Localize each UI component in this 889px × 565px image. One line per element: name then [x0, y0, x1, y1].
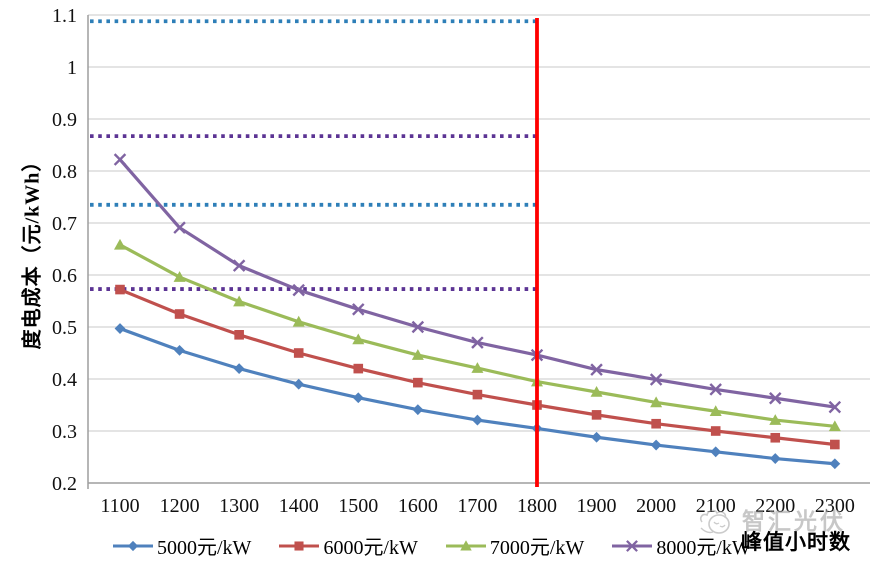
series-7000元/kW [114, 238, 841, 432]
x-marker [173, 221, 186, 234]
triangle-marker [292, 315, 305, 327]
square-marker [294, 540, 304, 551]
y-tick-label: 0.5 [52, 317, 77, 339]
x-marker [411, 320, 425, 334]
triangle-marker [352, 333, 365, 345]
legend-marker-icon [279, 540, 320, 551]
triangle-marker [471, 362, 484, 373]
x-tick-label: 1300 [219, 495, 259, 517]
x-marker [828, 400, 842, 414]
square-marker [115, 284, 125, 295]
x-marker [626, 539, 639, 552]
diamond-marker [114, 323, 126, 334]
diamond-marker [472, 414, 483, 426]
x-tick-label: 1100 [100, 495, 139, 517]
diamond-marker [412, 404, 424, 416]
y-tick-label: 0.2 [52, 473, 77, 495]
legend-item-7000元/kW: 7000元/kW [445, 531, 584, 560]
y-tick-label: 0.6 [52, 265, 77, 287]
x-marker [352, 303, 365, 316]
x-marker [709, 383, 722, 396]
square-marker [710, 426, 721, 436]
chart-legend: 5000元/kW 6000元/kW 7000元/kW 8000元/kW [112, 531, 751, 560]
diamond-marker [127, 540, 139, 551]
diamond-marker [233, 363, 245, 374]
diamond-marker [591, 431, 602, 443]
x-tick-label: 2300 [815, 495, 855, 517]
y-tick-label: 1.1 [52, 5, 77, 27]
triangle-marker [769, 414, 782, 425]
legend-item-8000元/kW: 8000元/kW [611, 531, 751, 560]
x-marker [471, 336, 484, 349]
x-tick-label: 2200 [755, 495, 795, 517]
triangle-marker [709, 405, 722, 417]
x-tick-label: 2100 [696, 495, 736, 517]
x-tick-label: 1900 [577, 495, 617, 517]
triangle-marker [650, 396, 663, 408]
x-marker [232, 259, 246, 272]
triangle-marker [828, 420, 841, 432]
x-marker [292, 283, 305, 297]
legend-label: 7000元/kW [489, 537, 585, 559]
x-tick-label: 1600 [398, 495, 438, 517]
x-tick-label: 1200 [160, 495, 200, 517]
square-marker [234, 330, 244, 340]
y-tick-label: 1 [67, 57, 77, 79]
diamond-marker [174, 345, 185, 356]
square-marker [293, 348, 304, 358]
square-marker [174, 309, 185, 319]
legend-label: 5000元/kW [157, 537, 252, 559]
y-axis-title: 度电成本（元/kWh） [21, 150, 44, 350]
y-tick-label: 0.7 [52, 213, 77, 235]
legend-marker-icon [113, 540, 153, 551]
x-tick-label: 2000 [636, 495, 676, 517]
triangle-marker [173, 271, 186, 282]
x-tick-label: 1700 [457, 495, 497, 517]
triangle-marker [411, 349, 424, 360]
x-marker [590, 363, 603, 376]
legend-marker-icon [445, 539, 486, 551]
series-5000元/kW [114, 323, 841, 470]
square-marker [830, 439, 840, 450]
x-marker [113, 153, 127, 166]
legend-item-5000元/kW: 5000元/kW [112, 531, 251, 560]
x-tick-label: 1800 [517, 495, 557, 517]
square-marker [651, 418, 661, 429]
square-marker [353, 363, 364, 374]
diamond-marker [829, 458, 841, 470]
square-marker [413, 377, 423, 388]
x-tick-label: 1500 [338, 495, 378, 517]
legend-label: 6000元/kW [323, 537, 418, 559]
y-tick-label: 0.4 [52, 369, 77, 391]
triangle-marker [114, 238, 126, 250]
diamond-marker [352, 392, 364, 404]
diamond-marker [293, 378, 305, 390]
square-marker [770, 432, 781, 443]
series-8000元/kW [113, 153, 842, 414]
legend-item-6000元/kW: 6000元/kW [278, 531, 418, 560]
diamond-marker [650, 439, 662, 451]
y-tick-label: 0.8 [52, 161, 77, 183]
y-tick-label: 0.9 [52, 109, 77, 131]
triangle-marker [590, 386, 603, 397]
y-tick-label: 0.3 [52, 421, 77, 443]
square-marker [591, 410, 602, 420]
triangle-marker [460, 539, 472, 551]
diamond-marker [769, 453, 781, 464]
x-axis-title: 峰值小时数 [741, 530, 851, 554]
triangle-marker [233, 295, 246, 307]
x-tick-label: 1400 [279, 495, 319, 517]
legend-marker-icon [612, 539, 653, 552]
x-marker [649, 373, 663, 386]
diamond-marker [710, 446, 722, 458]
square-marker [472, 389, 483, 400]
x-marker [769, 391, 782, 405]
legend-label: 8000元/kW [656, 537, 751, 559]
